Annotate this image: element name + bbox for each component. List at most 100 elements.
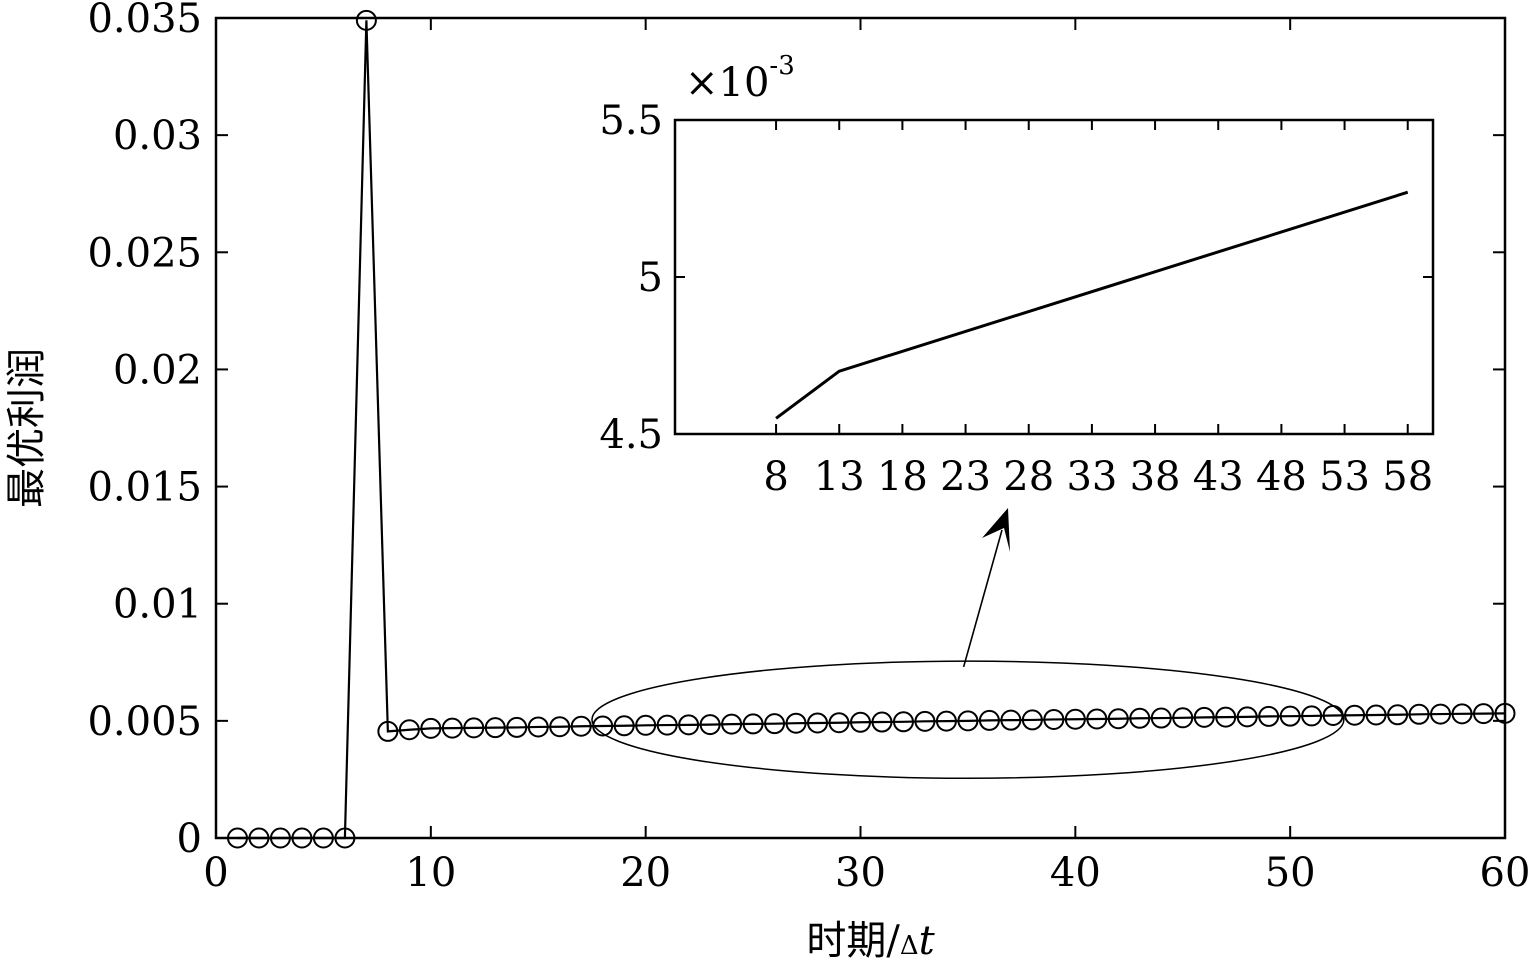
main-x-tick-label: 50 (1265, 850, 1316, 896)
main-series-point (742, 713, 764, 735)
main-series-point (549, 716, 571, 738)
main-series-point (1129, 707, 1151, 729)
annotations (591, 508, 1345, 780)
main-x-axis-label: 时期/Δt (806, 918, 935, 964)
main-series-point (312, 827, 334, 849)
inset-y-tick-label: 4.5 (599, 412, 663, 458)
main-series-point (850, 711, 871, 733)
main-series-point (1193, 706, 1215, 728)
main-series-point (398, 719, 420, 741)
main-series-point (1430, 703, 1452, 725)
inset-x-tick-label: 53 (1319, 454, 1370, 500)
main-series-point (957, 710, 979, 732)
main-y-tick-label: 0.035 (87, 0, 202, 42)
main-series-point (1279, 705, 1301, 727)
main-series-point (1408, 703, 1430, 725)
inset-x-tick-label: 33 (1066, 454, 1117, 500)
annotation-ellipse (591, 660, 1345, 780)
main-series-point (678, 714, 700, 736)
main-y-tick-label: 0.005 (87, 699, 202, 745)
main-series-point (785, 712, 807, 734)
main-series-point (1301, 705, 1323, 727)
main-x-tick-label: 40 (1050, 850, 1101, 896)
main-series-point (226, 827, 248, 849)
main-series-point (1258, 705, 1280, 727)
inset-plot: 8 13 18 23 28 33 38 43 48 53 58 4.5 5 5.5 ×10-3 (599, 51, 1435, 500)
inset-x-tick-label: 8 (763, 454, 788, 500)
main-x-tick-label: 30 (835, 850, 886, 896)
main-series-point (935, 710, 957, 732)
main-y-tick-label: 0.01 (113, 582, 202, 628)
main-series-point (1387, 704, 1409, 726)
inset-x-tick-label: 23 (940, 454, 991, 500)
main-series-point (269, 827, 291, 849)
main-series-point (1451, 703, 1473, 725)
main-series-point (592, 715, 614, 737)
main-series-point (463, 717, 485, 739)
main-series-point (1172, 707, 1194, 729)
annotation-arrow-line (962, 529, 1003, 668)
main-series-point (1064, 708, 1086, 730)
main-x-axis-label-var: t (919, 918, 936, 964)
main-series-point (635, 714, 657, 736)
main-y-tick-label: 0.025 (87, 230, 202, 276)
main-x-axis-label-text: 时期/ (806, 918, 900, 964)
main-series-point (1150, 707, 1172, 729)
inset-y-tick-label: 5.5 (599, 98, 663, 144)
inset-x-tick-label: 38 (1130, 454, 1181, 500)
main-series-point (613, 715, 635, 737)
inset-x-tick-label: 28 (1003, 454, 1054, 500)
main-series-line (237, 20, 1506, 840)
main-series-point (527, 716, 549, 738)
main-y-tick-label: 0.02 (113, 347, 202, 393)
main-series-point (1236, 706, 1258, 728)
main-series-point (978, 709, 1000, 731)
main-y-tick-label: 0.03 (113, 113, 202, 159)
main-series-point (828, 712, 850, 734)
main-x-tick-label: 20 (620, 850, 671, 896)
main-series-point (248, 827, 270, 849)
inset-x-tick-label: 18 (877, 454, 928, 500)
main-x-tick-label: 60 (1480, 850, 1531, 896)
main-series-point (807, 712, 829, 734)
main-x-axis-label-delta: Δ (900, 931, 919, 961)
inset-y-tick-label: 5 (638, 255, 663, 301)
main-series-point (1000, 709, 1022, 731)
main-series-point (721, 713, 743, 735)
inset-x-tick-label: 13 (814, 454, 865, 500)
main-series-point (914, 710, 936, 732)
main-series-point (506, 716, 528, 738)
main-series-point (570, 715, 592, 737)
annotation-arrow-head (982, 508, 1010, 552)
main-series-point (1107, 708, 1129, 730)
main-x-tick-label: 10 (405, 850, 456, 896)
main-series-point (1021, 709, 1043, 731)
main-series-point (355, 9, 377, 31)
main-y-axis-label: 最优利润 (4, 348, 50, 508)
inset-x-tick-label: 48 (1256, 454, 1307, 500)
inset-exponent-sup: -3 (769, 51, 794, 81)
main-series-point (1473, 703, 1495, 725)
main-y-tick-label: 0 (177, 816, 202, 862)
main-series-point (1215, 706, 1237, 728)
main-series-point (656, 714, 678, 736)
main-series-point (1494, 702, 1516, 724)
inset-exponent-base: ×10 (685, 60, 769, 106)
main-plot: 0 10 20 30 40 50 60 0 0.005 0.01 0.015 0.02 0.025 0.0… (4, 0, 1530, 964)
main-series-point (291, 827, 313, 849)
main-series-point (334, 827, 356, 849)
main-series-point (764, 713, 786, 735)
main-series-point (441, 717, 463, 739)
main-series-point (420, 717, 442, 739)
main-x-tick-label: 0 (203, 850, 228, 896)
inset-x-tick-label: 58 (1382, 454, 1433, 500)
inset-series-line (775, 190, 1409, 420)
main-series-point (1043, 708, 1065, 730)
inset-x-tick-label: 43 (1193, 454, 1244, 500)
main-series-point (484, 717, 506, 739)
main-y-tick-label: 0.015 (87, 465, 202, 511)
main-series-point (1365, 704, 1387, 726)
inset-axes-box (673, 118, 1435, 436)
